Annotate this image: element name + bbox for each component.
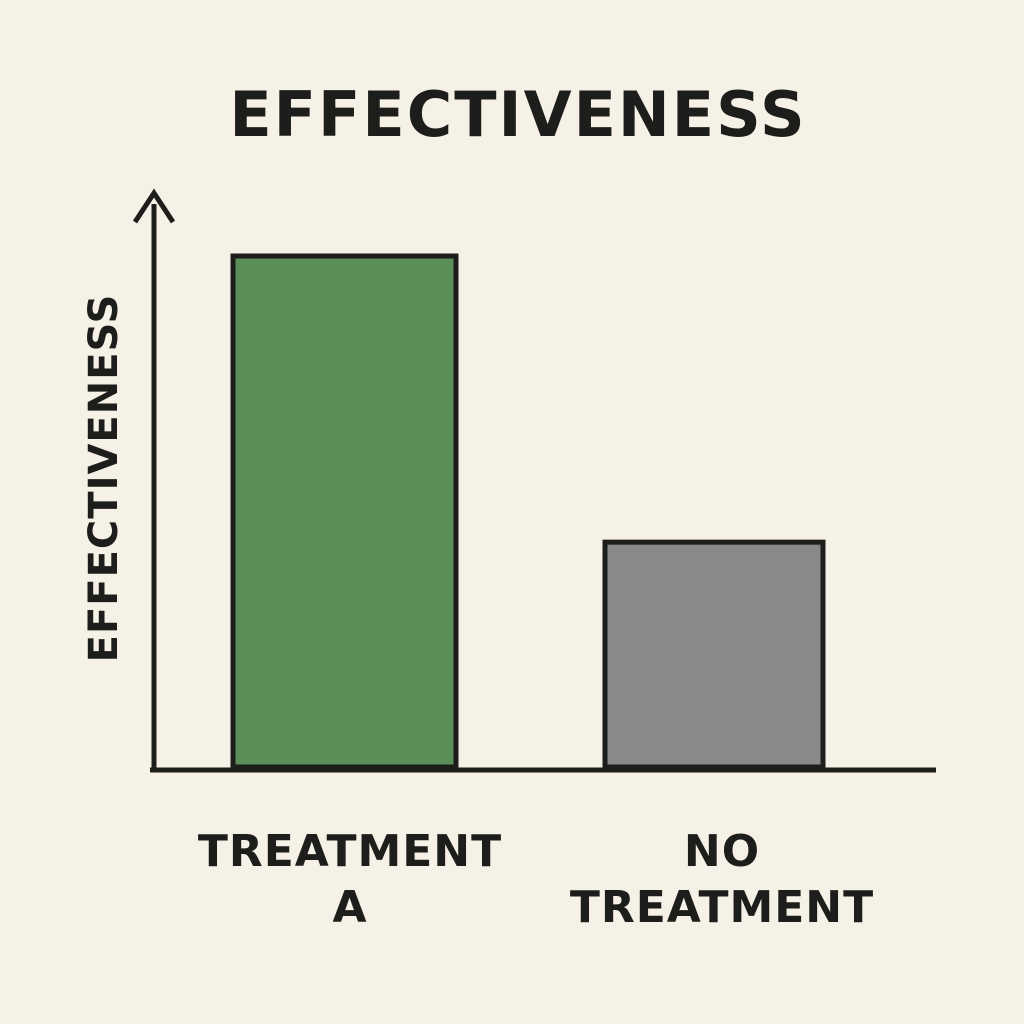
y-axis-label: EFFECTIVENESS [81, 294, 127, 663]
x-tick-label-1-line-1: TREATMENT [570, 882, 874, 933]
x-tick-label-1-line-0: NO [684, 826, 760, 877]
bar-1 [602, 539, 826, 770]
x-tick-label-0-line-0: TREATMENT [198, 826, 502, 877]
bars-layer [230, 253, 826, 770]
y-axis-arrow-icon [132, 188, 176, 224]
chart-title: EFFECTIVENESS [229, 78, 806, 151]
bar-0 [230, 253, 459, 770]
x-tick-label-0-line-1: A [332, 882, 367, 933]
